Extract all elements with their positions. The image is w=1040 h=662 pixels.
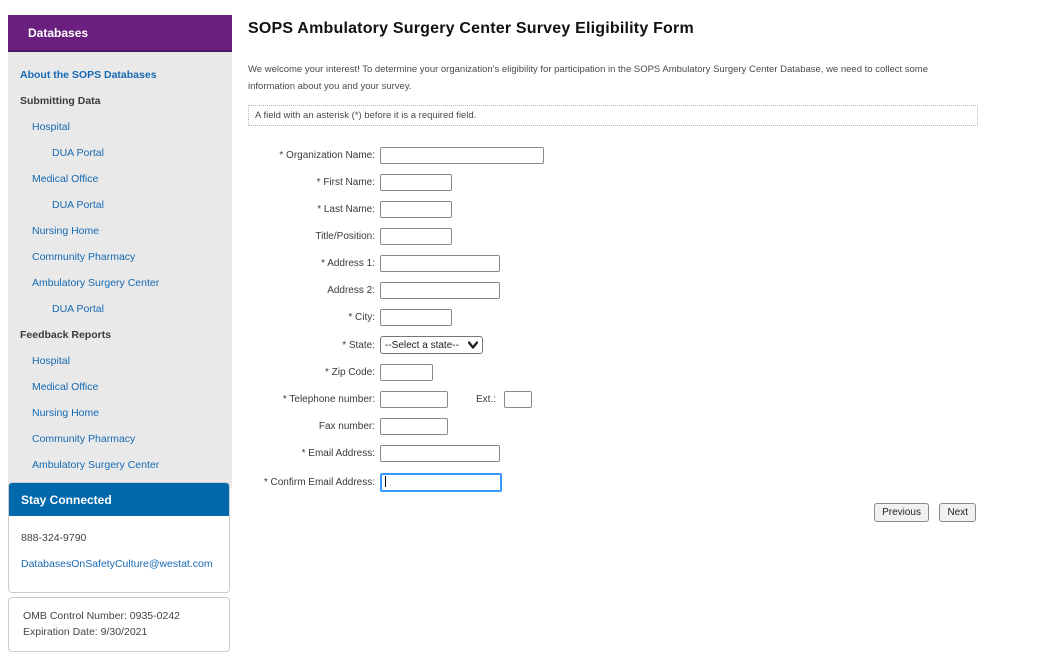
fax-input[interactable]	[380, 418, 448, 436]
state-select-value: --Select a state--	[385, 339, 459, 351]
fax-label: Fax number:	[318, 421, 375, 433]
address2-label: Address 2:	[327, 285, 375, 297]
first-name-input[interactable]	[380, 174, 452, 192]
state-label: * State:	[342, 339, 375, 351]
email-input[interactable]	[380, 445, 500, 463]
omb-control-number: OMB Control Number: 0935-0242	[23, 610, 180, 622]
eligibility-form: * Organization Name: * First Name: * Las…	[248, 147, 978, 523]
contact-phone: 888-324-9790	[21, 532, 87, 544]
form-row: * Confirm Email Address:	[248, 472, 978, 493]
title-position-input[interactable]	[380, 228, 452, 246]
confirm-email-label: * Confirm Email Address:	[263, 476, 375, 488]
confirm-email-focus-wrap	[380, 472, 502, 493]
sidebar-item-feedback-nursing-home[interactable]: Nursing Home	[32, 407, 100, 419]
sidebar-item-feedback-community-pharmacy[interactable]: Community Pharmacy	[32, 433, 136, 445]
last-name-input[interactable]	[380, 201, 452, 219]
main-content: SOPS Ambulatory Surgery Center Survey El…	[248, 20, 978, 523]
required-field-notice: A field with an asterisk (*) before it i…	[248, 105, 978, 127]
sidebar-header: Databases	[8, 15, 232, 52]
page-title: SOPS Ambulatory Surgery Center Survey El…	[248, 20, 694, 37]
stay-connected-panel: Stay Connected 888-324-9790 DatabasesOnS…	[8, 482, 230, 593]
first-name-label: * First Name:	[316, 177, 375, 189]
sidebar-item-submitting-ambulatory-surgery-center[interactable]: Ambulatory Surgery Center	[32, 277, 160, 289]
sidebar-nav: About the SOPS Databases Submitting Data…	[8, 52, 232, 488]
last-name-label: * Last Name:	[317, 204, 375, 216]
sidebar-item-feedback-medical-office[interactable]: Medical Office	[32, 381, 99, 393]
sidebar-item-feedback-hospital[interactable]: Hospital	[32, 355, 70, 367]
omb-expiration-date: Expiration Date: 9/30/2021	[23, 626, 148, 639]
form-row: * Last Name:	[248, 201, 978, 219]
title-position-label: Title/Position:	[315, 231, 375, 243]
sidebar-item-about-sops-databases[interactable]: About the SOPS Databases	[20, 69, 157, 81]
sidebar-item-medical-office-dua-portal[interactable]: DUA Portal	[52, 199, 104, 211]
state-select[interactable]: --Select a state--	[380, 336, 483, 355]
sidebar-item-asc-dua-portal[interactable]: DUA Portal	[52, 303, 104, 315]
organization-name-input[interactable]	[380, 147, 544, 165]
sidebar-heading-feedback-reports: Feedback Reports	[20, 329, 112, 341]
email-label: * Email Address:	[301, 448, 375, 460]
form-row: Fax number:	[248, 418, 978, 436]
city-label: * City:	[348, 312, 375, 324]
form-row: * Email Address:	[248, 445, 978, 463]
form-row: * First Name:	[248, 174, 978, 192]
form-row: * Telephone number: Ext.:	[248, 391, 978, 409]
city-input[interactable]	[380, 309, 452, 327]
sidebar: Databases About the SOPS Databases Submi…	[8, 15, 232, 488]
chevron-down-icon	[468, 341, 478, 349]
contact-email-link[interactable]: DatabasesOnSafetyCulture@westat.com	[21, 558, 213, 570]
address1-label: * Address 1:	[321, 258, 375, 270]
text-caret	[385, 476, 386, 488]
confirm-email-input[interactable]	[380, 473, 502, 493]
stay-connected-body: 888-324-9790 DatabasesOnSafetyCulture@we…	[9, 516, 229, 592]
sidebar-item-submitting-medical-office[interactable]: Medical Office	[32, 173, 99, 185]
form-buttons: Previous Next	[248, 502, 978, 523]
address1-input[interactable]	[380, 255, 500, 273]
sidebar-item-submitting-community-pharmacy[interactable]: Community Pharmacy	[32, 251, 136, 263]
telephone-input[interactable]	[380, 391, 448, 409]
ext-label: Ext.:	[476, 394, 497, 406]
form-row: * City:	[248, 309, 978, 327]
intro-text: We welcome your interest! To determine y…	[248, 64, 928, 92]
zip-input[interactable]	[380, 364, 433, 382]
telephone-label: * Telephone number:	[282, 394, 375, 406]
next-button[interactable]: Next	[939, 503, 976, 523]
stay-connected-header: Stay Connected	[9, 483, 229, 516]
organization-name-label: * Organization Name:	[279, 150, 375, 162]
sidebar-item-submitting-nursing-home[interactable]: Nursing Home	[32, 225, 100, 237]
form-row: * State: --Select a state--	[248, 336, 978, 355]
omb-panel: OMB Control Number: 0935-0242 Expiration…	[8, 597, 230, 652]
sidebar-item-submitting-hospital[interactable]: Hospital	[32, 121, 70, 133]
sidebar-item-feedback-ambulatory-surgery-center[interactable]: Ambulatory Surgery Center	[32, 459, 160, 471]
form-row: * Address 1:	[248, 255, 978, 273]
form-row: Title/Position:	[248, 228, 978, 246]
sidebar-item-hospital-dua-portal[interactable]: DUA Portal	[52, 147, 104, 159]
previous-button[interactable]: Previous	[874, 503, 929, 523]
form-row: * Zip Code:	[248, 364, 978, 382]
sidebar-heading-submitting-data: Submitting Data	[20, 95, 101, 107]
zip-code-label: * Zip Code:	[324, 367, 375, 379]
address2-input[interactable]	[380, 282, 500, 300]
form-row: Address 2:	[248, 282, 978, 300]
form-row: * Organization Name:	[248, 147, 978, 165]
ext-input[interactable]	[504, 391, 533, 409]
